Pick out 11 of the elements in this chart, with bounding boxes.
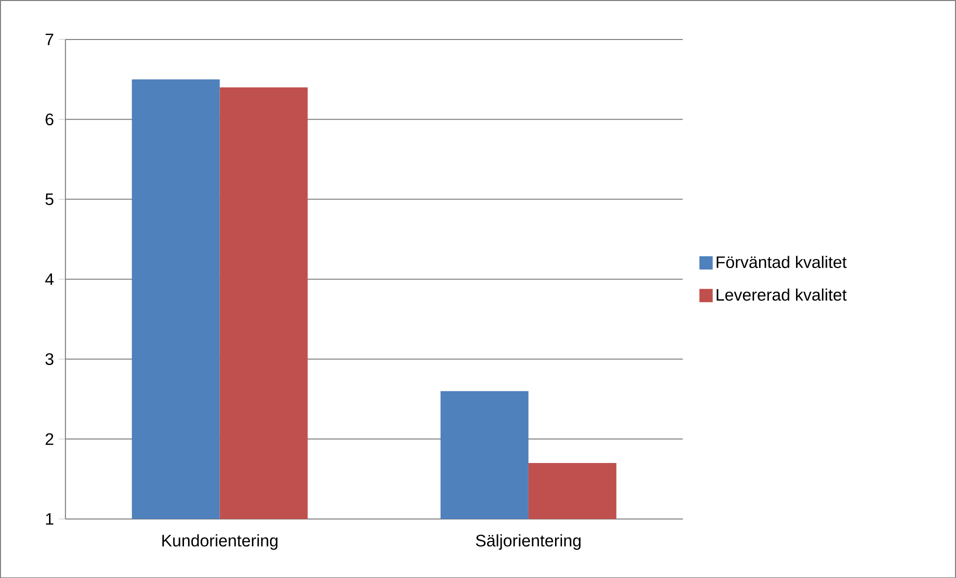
y-tick-label: 6 — [46, 113, 54, 126]
y-tick-label: 7 — [46, 34, 54, 45]
y-tick-label: 3 — [45, 353, 54, 365]
y-tick-label: 5 — [45, 193, 54, 205]
y-tick-label: 1 — [46, 513, 54, 524]
legend-label: Levererad kvalitet — [716, 288, 847, 301]
x-tick-label: Kundorientering — [162, 534, 278, 550]
y-tick-label: 4 — [45, 273, 54, 285]
y-tick-label: 2 — [46, 433, 54, 445]
x-tick-label: Säljorientering — [476, 534, 581, 550]
legend-label: Förväntad kvalitet — [716, 256, 847, 268]
